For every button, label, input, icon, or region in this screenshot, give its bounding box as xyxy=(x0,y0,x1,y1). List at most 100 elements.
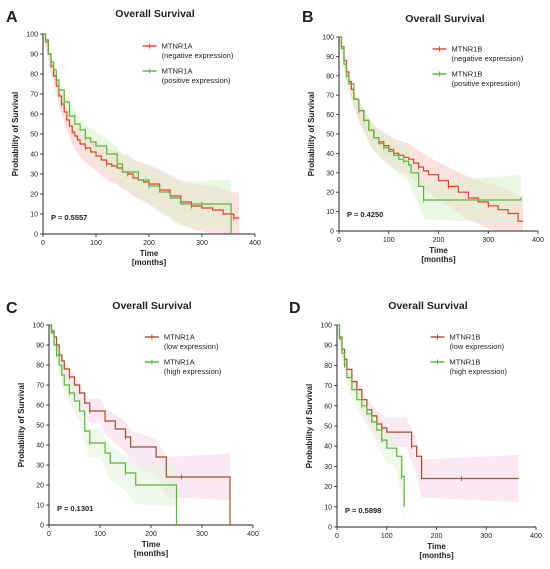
x-tick-label: 0 xyxy=(47,531,51,538)
y-tick-label: 10 xyxy=(36,503,44,510)
legend-sublabel-2: (positive expression) xyxy=(162,76,231,85)
y-tick-label: 100 xyxy=(322,35,334,42)
y-axis-label: Probability of Survival xyxy=(307,92,316,176)
x-axis-label: Time xyxy=(429,246,448,255)
panel-letter: B xyxy=(302,9,314,26)
panel-c: C Overall Survival 0 10 20 30 40 50 60 70 80 90 100 0… xyxy=(6,300,259,558)
series-line-2 xyxy=(49,324,178,525)
y-axis-label: Probability of Survival xyxy=(17,383,26,467)
series-band-2 xyxy=(43,34,232,234)
panel-letter: C xyxy=(6,300,18,317)
x-tick-label: 400 xyxy=(532,237,544,244)
y-tick-label: 70 xyxy=(30,92,38,99)
x-tick-label: 100 xyxy=(381,533,393,540)
y-tick-label: 60 xyxy=(326,112,334,119)
series-band-2 xyxy=(339,37,521,223)
y-tick-label: 80 xyxy=(30,72,38,79)
panel-a: A Overall Survival 0 10 20 30 40 50 60 70 80 90 100 0… xyxy=(6,8,261,267)
x-axis-unit-label: [months] xyxy=(132,258,167,267)
y-tick-label: 40 xyxy=(36,443,44,450)
panel-d: D Overall Survival 0 10 20 30 40 50 60 70 80 90 100 0… xyxy=(289,300,542,560)
x-tick-label: 300 xyxy=(482,237,494,244)
chart-title: Overall Survival xyxy=(112,300,191,312)
series-line-1 xyxy=(339,36,524,222)
y-tick-label: 60 xyxy=(30,112,38,119)
x-tick-label: 400 xyxy=(530,533,542,540)
y-tick-label: 50 xyxy=(326,132,334,139)
y-tick-label: 40 xyxy=(326,151,334,158)
x-tick-label: 300 xyxy=(480,533,492,540)
y-tick-label: 70 xyxy=(36,383,44,390)
series-band-2 xyxy=(337,325,405,527)
p-value: P = 0.5557 xyxy=(51,213,87,222)
x-axis-label: Time xyxy=(427,542,446,551)
p-value: P = 0.1301 xyxy=(57,504,93,513)
y-tick-label: 90 xyxy=(326,54,334,61)
legend-label-2: MTNR1A xyxy=(164,358,195,367)
x-tick-label: 0 xyxy=(41,240,45,247)
y-tick-label: 20 xyxy=(30,192,38,199)
y-tick-label: 30 xyxy=(326,170,334,177)
x-tick-label: 300 xyxy=(196,531,208,538)
panel-b: B Overall Survival 0 10 20 30 40 50 60 70 80 90 100 0… xyxy=(302,9,544,264)
legend-label-2: MTNR1B xyxy=(452,70,483,79)
x-axis-label: Time xyxy=(140,249,159,258)
y-tick-label: 20 xyxy=(324,484,332,491)
y-tick-label: 80 xyxy=(36,363,44,370)
legend-sublabel-2: (positive expression) xyxy=(452,79,521,88)
legend-sublabel-1: (low expression) xyxy=(164,342,219,351)
y-tick-label: 100 xyxy=(320,323,332,330)
legend-sublabel-1: (low expression) xyxy=(450,342,505,351)
series-band-2 xyxy=(49,325,177,525)
series-line-1 xyxy=(43,33,240,219)
y-tick-label: 30 xyxy=(324,464,332,471)
y-tick-label: 10 xyxy=(326,209,334,216)
series-band-1 xyxy=(49,325,230,525)
x-axis-unit-label: [months] xyxy=(421,255,456,264)
legend-sublabel-2: (high expression) xyxy=(450,367,508,376)
legend-label-1: MTNR1A xyxy=(162,42,193,51)
x-tick-label: 400 xyxy=(249,240,261,247)
y-tick-label: 100 xyxy=(26,32,38,39)
y-axis-label: Probability of Survival xyxy=(305,384,314,468)
y-tick-label: 30 xyxy=(36,463,44,470)
p-value: P = 0.5898 xyxy=(345,506,381,515)
x-tick-label: 100 xyxy=(383,237,395,244)
y-tick-label: 30 xyxy=(30,172,38,179)
y-tick-label: 50 xyxy=(30,132,38,139)
x-axis-unit-label: [months] xyxy=(419,551,454,560)
x-tick-label: 0 xyxy=(337,237,341,244)
panel-letter: A xyxy=(6,9,18,26)
y-tick-label: 60 xyxy=(36,403,44,410)
y-tick-label: 0 xyxy=(34,232,38,239)
y-tick-label: 70 xyxy=(324,383,332,390)
chart-title: Overall Survival xyxy=(405,13,484,25)
y-tick-label: 90 xyxy=(324,343,332,350)
legend-label-1: MTNR1A xyxy=(164,333,195,342)
legend-label-1: MTNR1B xyxy=(450,333,481,342)
y-axis-label: Probability of Survival xyxy=(11,92,20,176)
x-axis-unit-label: [months] xyxy=(134,549,169,558)
y-tick-label: 100 xyxy=(32,323,44,330)
chart-title: Overall Survival xyxy=(388,300,467,312)
y-tick-label: 20 xyxy=(36,483,44,490)
y-tick-label: 10 xyxy=(30,212,38,219)
series-line-1 xyxy=(49,324,231,525)
x-tick-label: 100 xyxy=(90,240,102,247)
legend-label-2: MTNR1B xyxy=(450,358,481,367)
legend-label-1: MTNR1B xyxy=(452,45,483,54)
x-tick-label: 200 xyxy=(431,533,443,540)
y-tick-label: 90 xyxy=(30,52,38,59)
x-tick-label: 200 xyxy=(433,237,445,244)
y-tick-label: 90 xyxy=(36,343,44,350)
y-tick-label: 50 xyxy=(324,424,332,431)
chart-title: Overall Survival xyxy=(115,8,194,20)
y-tick-label: 10 xyxy=(324,504,332,511)
y-tick-label: 40 xyxy=(324,444,332,451)
y-tick-label: 50 xyxy=(36,423,44,430)
p-value: P = 0.4250 xyxy=(347,210,383,219)
y-tick-label: 80 xyxy=(326,73,334,80)
legend-sublabel-1: (negative expression) xyxy=(452,54,524,63)
series-line-2 xyxy=(337,324,405,507)
